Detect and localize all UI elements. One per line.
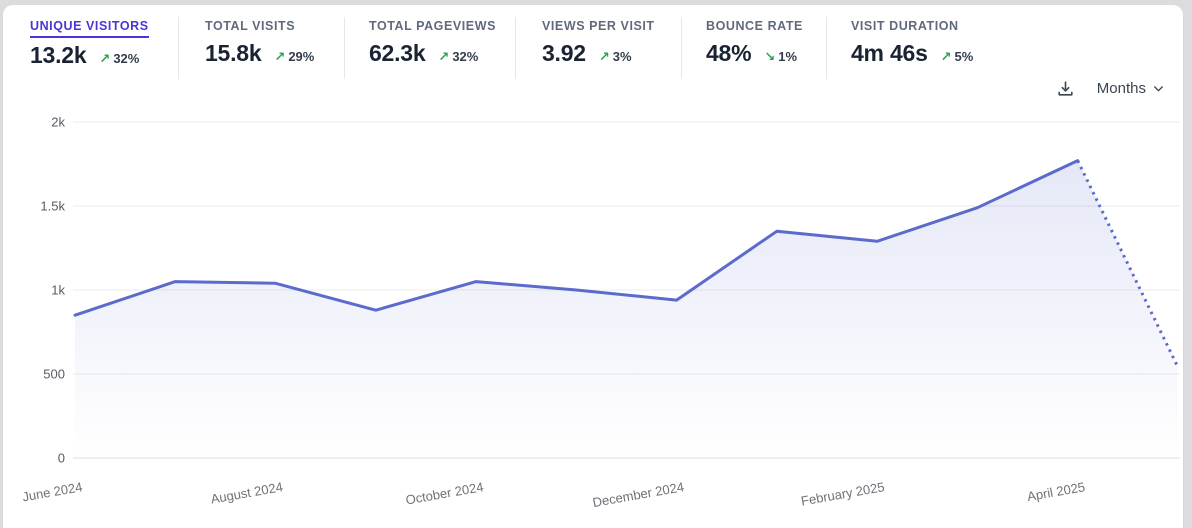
x-axis-tick-label: August 2024 (210, 479, 285, 506)
trend-down-icon: ↘ (764, 49, 776, 64)
interval-dropdown[interactable]: Months (1097, 80, 1165, 97)
metric-value: 3.92 (542, 40, 586, 66)
trend-up-icon: ↗ (438, 49, 450, 64)
metric-change: 5% (954, 49, 974, 64)
metric-value: 4m 46s (851, 40, 928, 66)
x-axis-tick-label: April 2025 (1026, 479, 1086, 504)
x-axis-tick-label: February 2025 (800, 479, 886, 508)
metric-tab-total-visits[interactable]: TOTAL VISITS 15.8k ↗ 29% (178, 17, 344, 79)
trend-up-icon: ↗ (99, 51, 111, 66)
metric-value: 62.3k (369, 40, 426, 66)
metric-tab-visit-duration[interactable]: VISIT DURATION 4m 46s ↗ 5% (826, 17, 973, 79)
stats-bar: UNIQUE VISITORS 13.2k ↗ 32% TOTAL VISITS … (3, 5, 1183, 79)
y-axis-tick-label: 1k (51, 283, 65, 298)
metric-tab-unique-visitors[interactable]: UNIQUE VISITORS 13.2k ↗ 32% (3, 17, 178, 79)
metric-change: 29% (288, 49, 315, 64)
visitors-line (73, 159, 1080, 317)
metric-change: 32% (452, 49, 479, 64)
trend-up-icon: ↗ (940, 49, 952, 64)
visitors-chart[interactable]: 0 500 1k 1.5k 2k June 2024 August 2024 October … (3, 5, 1183, 528)
metric-change: 32% (113, 51, 140, 66)
visitors-line-projection (1076, 159, 1180, 368)
metric-label: VISIT DURATION (851, 19, 959, 33)
metric-label: BOUNCE RATE (706, 19, 803, 33)
metric-tab-total-pageviews[interactable]: TOTAL PAGEVIEWS 62.3k ↗ 32% (344, 17, 515, 79)
metric-value: 48% (706, 40, 752, 66)
metric-tab-views-per-visit[interactable]: VIEWS PER VISIT 3.92 ↗ 3% (515, 17, 681, 79)
metric-change: 1% (778, 49, 798, 64)
analytics-card: UNIQUE VISITORS 13.2k ↗ 32% TOTAL VISITS … (3, 5, 1183, 528)
metric-value: 13.2k (30, 42, 87, 68)
chart-controls: Months (1056, 79, 1165, 98)
metric-label: UNIQUE VISITORS (30, 19, 149, 38)
download-tray-icon (1058, 81, 1073, 96)
y-axis-tick-label: 1.5k (40, 199, 65, 214)
metric-value: 15.8k (205, 40, 262, 66)
x-axis-tick-label: October 2024 (404, 479, 484, 507)
chevron-down-icon (1154, 86, 1163, 92)
visitors-area (75, 160, 1178, 458)
y-axis-tick-label: 0 (58, 451, 65, 466)
metric-tab-bounce-rate[interactable]: BOUNCE RATE 48% ↘ 1% (681, 17, 826, 79)
metric-label: VIEWS PER VISIT (542, 19, 655, 33)
download-button[interactable] (1056, 79, 1075, 98)
metric-change: 3% (612, 49, 632, 64)
trend-up-icon: ↗ (598, 49, 610, 64)
y-axis-tick-label: 2k (51, 115, 65, 130)
trend-up-icon: ↗ (274, 49, 286, 64)
x-axis-tick-label: December 2024 (591, 479, 685, 510)
metric-label: TOTAL PAGEVIEWS (369, 19, 496, 33)
y-axis-tick-label: 500 (43, 367, 65, 382)
interval-dropdown-label: Months (1096, 80, 1146, 97)
x-axis-tick-label: June 2024 (21, 479, 83, 504)
metric-label: TOTAL VISITS (205, 19, 296, 33)
